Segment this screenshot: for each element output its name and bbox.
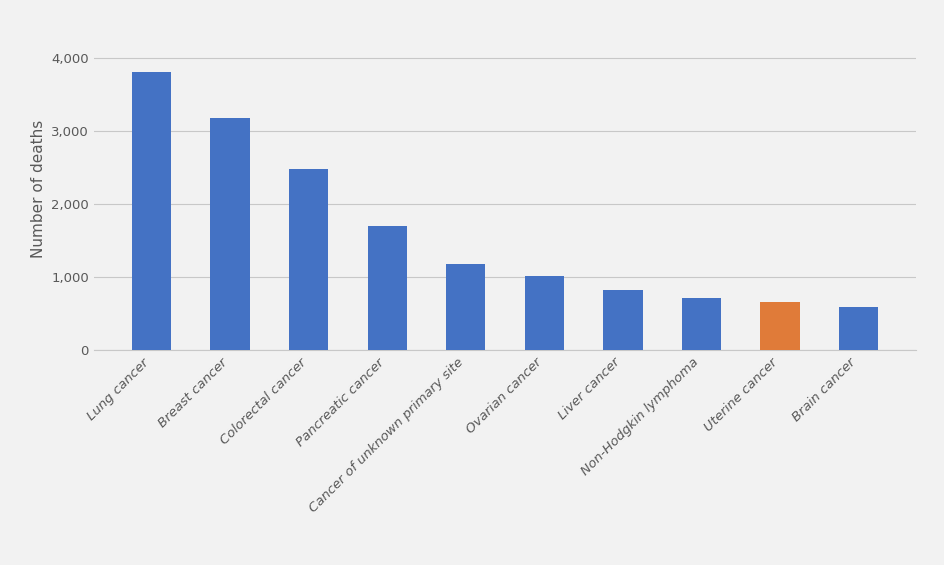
Bar: [761, 302, 800, 350]
Bar: [839, 307, 878, 350]
Bar: [211, 118, 249, 350]
Bar: [525, 276, 564, 350]
Bar: [447, 264, 485, 350]
Bar: [603, 290, 643, 350]
Y-axis label: Number of deaths: Number of deaths: [30, 120, 45, 258]
Bar: [132, 72, 171, 350]
Bar: [289, 169, 329, 350]
Bar: [682, 298, 721, 350]
Bar: [367, 226, 407, 350]
